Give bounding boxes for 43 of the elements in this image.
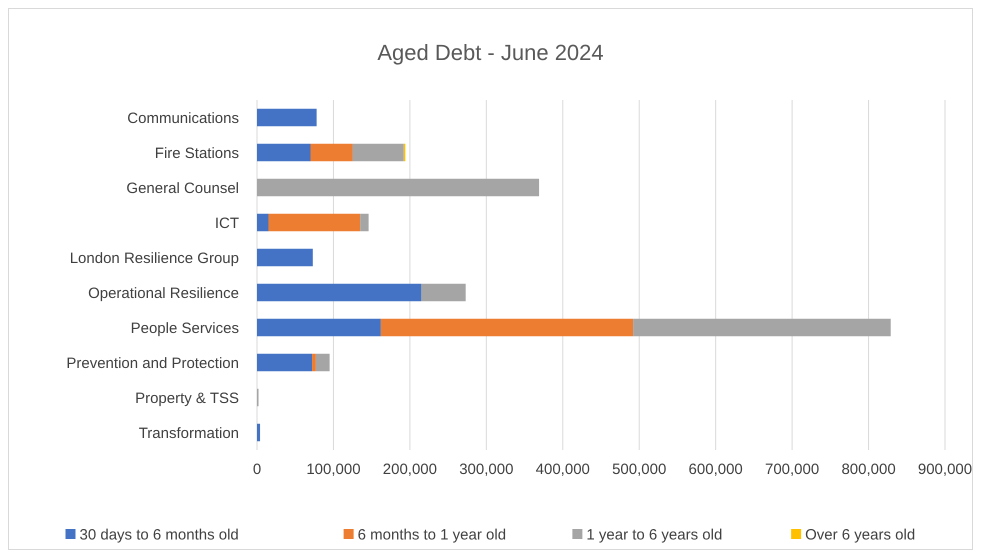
legend-label: Over 6 years old	[805, 526, 916, 544]
bar	[633, 318, 891, 336]
bar	[257, 214, 268, 232]
legend-label: 6 months to 1 year old	[358, 526, 506, 544]
legend-label: 30 days to 6 months old	[80, 526, 239, 544]
bar	[257, 144, 311, 162]
chart-title: Aged Debt - June 2024	[377, 40, 604, 65]
bar	[257, 108, 317, 126]
y-tick-label: Communications	[127, 110, 239, 127]
x-tick-label: 500,000	[612, 461, 666, 478]
y-tick-label: General Counsel	[126, 180, 239, 197]
bar	[268, 214, 360, 232]
bar	[257, 318, 381, 336]
bar	[257, 284, 422, 302]
y-tick-label: London Resilience Group	[70, 250, 239, 267]
y-tick-label: Operational Resilience	[88, 284, 239, 302]
bar	[421, 284, 466, 302]
x-tick-label: 900,000	[918, 461, 972, 478]
x-tick-label: 600,000	[688, 461, 743, 478]
y-tick-label: People Services	[130, 320, 239, 337]
x-tick-label: 400,000	[536, 461, 590, 478]
bar	[380, 318, 634, 336]
x-tick-label: 100,000	[306, 461, 361, 478]
bar	[360, 214, 369, 232]
bar	[257, 248, 313, 266]
x-tick-label: 800,000	[841, 461, 896, 478]
y-tick-label: Transformation	[138, 424, 239, 442]
x-tick-label: 200,000	[382, 461, 438, 478]
bar	[257, 424, 260, 442]
y-tick-label: Prevention and Protection	[66, 354, 239, 372]
x-tick-label: 0	[252, 461, 262, 478]
y-tick-label: ICT	[214, 214, 239, 232]
legend-label: 1 year to 6 years old	[586, 526, 722, 544]
x-tick-label: 300,000	[459, 461, 514, 478]
bar	[257, 354, 312, 372]
bar	[257, 178, 540, 196]
x-tick-label: 700,000	[764, 461, 820, 478]
bar	[310, 144, 353, 162]
bar	[352, 144, 404, 162]
y-tick-label: Property & TSS	[135, 390, 239, 407]
y-tick-label: Fire Stations	[154, 144, 239, 162]
bar	[312, 354, 316, 372]
bar	[316, 354, 330, 372]
